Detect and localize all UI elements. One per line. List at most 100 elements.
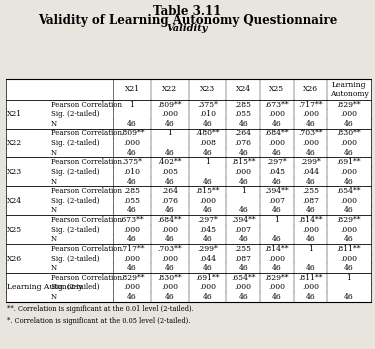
Text: .815**: .815**: [231, 158, 255, 166]
Text: 1: 1: [130, 101, 135, 109]
Text: .045: .045: [199, 226, 216, 234]
Text: X25: X25: [269, 85, 285, 93]
Text: Learning Autonomy: Learning Autonomy: [7, 283, 82, 291]
Text: N: N: [51, 206, 57, 214]
Text: .000: .000: [268, 139, 285, 147]
Text: .005: .005: [161, 168, 178, 176]
Text: 46: 46: [127, 120, 137, 128]
Text: 46: 46: [306, 235, 315, 243]
Text: .000: .000: [340, 168, 357, 176]
Text: 46: 46: [344, 235, 354, 243]
Text: .000: .000: [340, 139, 357, 147]
Text: 46: 46: [238, 235, 248, 243]
Text: .691**: .691**: [337, 158, 361, 166]
Text: N: N: [51, 178, 57, 186]
Text: .007: .007: [268, 197, 285, 205]
Text: 46: 46: [127, 149, 137, 157]
Text: N: N: [51, 264, 57, 272]
Text: X21: X21: [124, 85, 140, 93]
Text: .087: .087: [235, 254, 252, 262]
Text: .691**: .691**: [195, 274, 220, 282]
Text: Pearson Correlation: Pearson Correlation: [51, 129, 122, 138]
Text: .000: .000: [302, 139, 319, 147]
Text: .000: .000: [302, 283, 319, 291]
Text: 46: 46: [272, 178, 282, 186]
Text: .299*: .299*: [197, 245, 218, 253]
Text: 46: 46: [272, 264, 282, 272]
Text: .055: .055: [235, 110, 252, 118]
Text: N: N: [51, 120, 57, 128]
Text: *. Correlation is significant at the 0.05 level (2-tailed).: *. Correlation is significant at the 0.0…: [7, 317, 190, 325]
Text: .717**: .717**: [120, 245, 144, 253]
Text: .076: .076: [235, 139, 252, 147]
Text: 46: 46: [238, 178, 248, 186]
Text: .654**: .654**: [231, 274, 255, 282]
Text: 46: 46: [344, 149, 354, 157]
Text: X23: X23: [7, 168, 22, 176]
Text: 46: 46: [272, 120, 282, 128]
Text: .394**: .394**: [265, 187, 289, 195]
Text: .000: .000: [161, 110, 178, 118]
Text: 1: 1: [167, 129, 172, 138]
Text: .297*: .297*: [267, 158, 287, 166]
Text: 46: 46: [344, 206, 354, 214]
Text: .000: .000: [268, 254, 285, 262]
Text: .375*: .375*: [122, 158, 142, 166]
Text: Learning
Autonomy: Learning Autonomy: [330, 81, 368, 98]
Text: 46: 46: [202, 264, 212, 272]
Text: X24: X24: [236, 85, 251, 93]
Text: .000: .000: [161, 226, 178, 234]
Text: .264: .264: [235, 129, 252, 138]
Text: 46: 46: [306, 264, 315, 272]
Text: .000: .000: [302, 226, 319, 234]
Text: X22: X22: [162, 85, 177, 93]
Text: 46: 46: [238, 264, 248, 272]
Text: .076: .076: [161, 197, 178, 205]
Text: X26: X26: [303, 85, 318, 93]
Text: 46: 46: [344, 293, 354, 301]
Text: .830**: .830**: [337, 129, 361, 138]
Text: 46: 46: [306, 293, 315, 301]
Text: .255: .255: [302, 187, 319, 195]
Text: 46: 46: [238, 149, 248, 157]
Text: Validity of Learning Autonomy Questionnaire: Validity of Learning Autonomy Questionna…: [38, 14, 337, 27]
Text: 46: 46: [306, 149, 315, 157]
Text: Pearson Correlation: Pearson Correlation: [51, 245, 122, 253]
Text: 46: 46: [202, 293, 212, 301]
Text: .299*: .299*: [300, 158, 321, 166]
Text: X26: X26: [7, 254, 22, 262]
Text: .809**: .809**: [120, 129, 144, 138]
Text: 1: 1: [274, 216, 279, 224]
Text: X21: X21: [7, 110, 22, 118]
Text: .815**: .815**: [195, 187, 220, 195]
Text: **. Correlation is significant at the 0.01 level (2-tailed).: **. Correlation is significant at the 0.…: [7, 305, 194, 313]
Text: 46: 46: [127, 178, 137, 186]
Text: X25: X25: [7, 226, 22, 234]
Text: Sig. (2-tailed): Sig. (2-tailed): [51, 139, 99, 147]
Text: 46: 46: [272, 235, 282, 243]
Text: .811**: .811**: [298, 274, 323, 282]
Text: Sig. (2-tailed): Sig. (2-tailed): [51, 283, 99, 291]
Text: Sig. (2-tailed): Sig. (2-tailed): [51, 254, 99, 262]
Text: 46: 46: [165, 120, 175, 128]
Text: .684**: .684**: [265, 129, 289, 138]
Text: .285: .285: [235, 101, 252, 109]
Text: 46: 46: [272, 293, 282, 301]
Text: .814**: .814**: [298, 216, 323, 224]
Text: .684**: .684**: [158, 216, 182, 224]
Text: .000: .000: [340, 110, 357, 118]
Text: 46: 46: [202, 235, 212, 243]
Text: 46: 46: [165, 264, 175, 272]
Text: .654**: .654**: [337, 187, 361, 195]
Text: 46: 46: [127, 264, 137, 272]
Text: 46: 46: [238, 206, 248, 214]
Text: .814**: .814**: [265, 245, 289, 253]
Text: .000: .000: [235, 168, 252, 176]
Text: N: N: [51, 149, 57, 157]
Text: .829**: .829**: [337, 216, 361, 224]
Text: .829**: .829**: [120, 274, 144, 282]
Text: .044: .044: [199, 254, 216, 262]
Text: .717**: .717**: [298, 101, 323, 109]
Text: X22: X22: [7, 139, 22, 147]
Text: .394**: .394**: [231, 216, 256, 224]
